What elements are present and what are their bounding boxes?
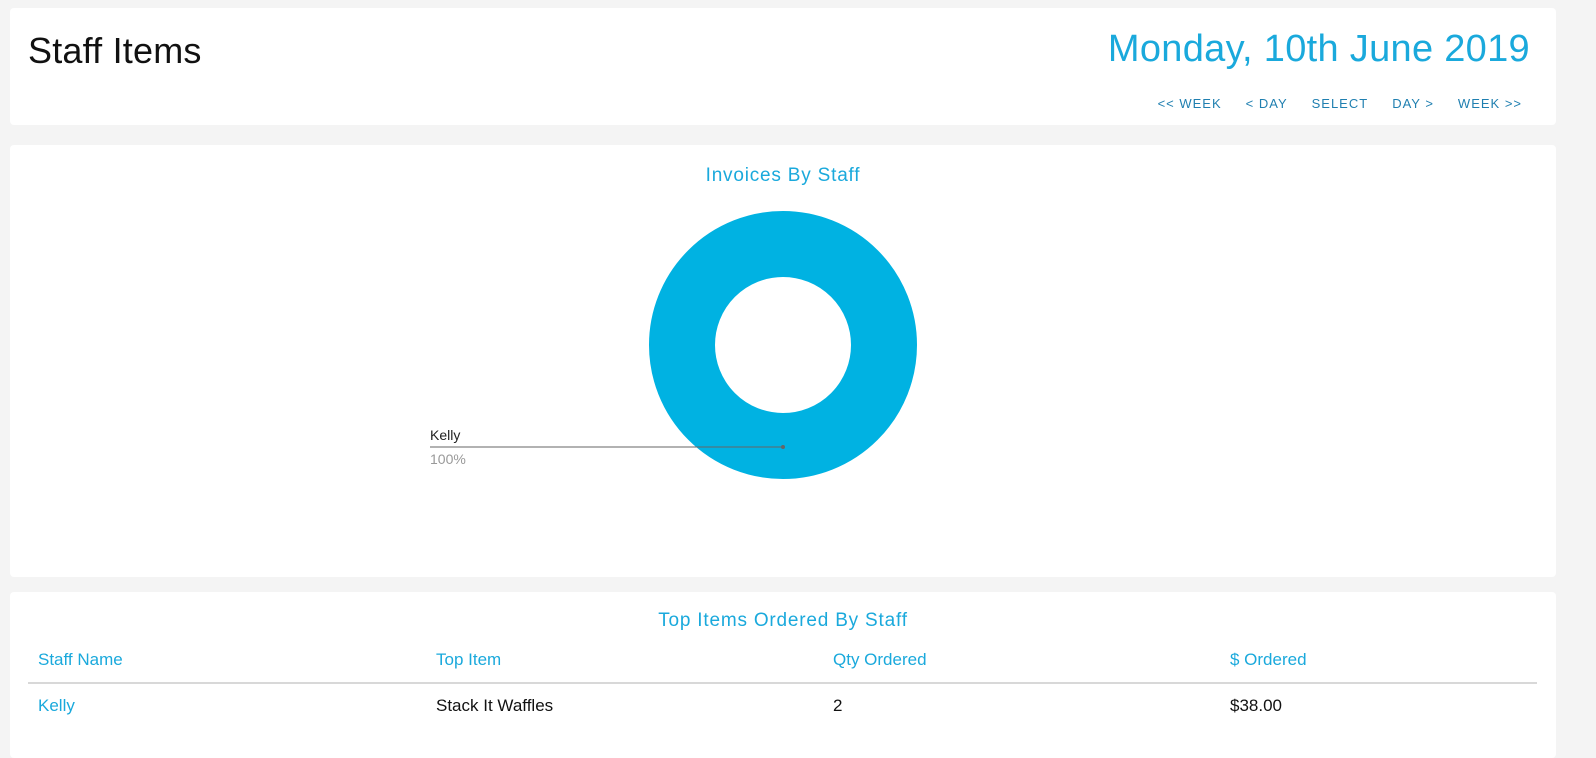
column-header-top-item[interactable]: Top Item <box>426 642 823 684</box>
header-card: Staff Items Monday, 10th June 2019 << WE… <box>10 8 1556 125</box>
table-card: Top Items Ordered By Staff Staff Name To… <box>10 592 1556 758</box>
column-header-staff-name[interactable]: Staff Name <box>28 642 426 684</box>
table-title: Top Items Ordered By Staff <box>658 610 908 631</box>
invoices-donut-chart: Kelly 100% <box>430 211 917 479</box>
table-row: Kelly Stack It Waffles 2 $38.00 <box>28 683 1537 728</box>
next-day-button[interactable]: DAY > <box>1392 96 1434 111</box>
table-header-row: Staff Name Top Item Qty Ordered $ Ordere… <box>28 642 1537 684</box>
chart-title: Invoices By Staff <box>705 165 861 186</box>
qty-ordered-cell: 2 <box>833 696 843 715</box>
select-date-button[interactable]: SELECT <box>1311 96 1369 111</box>
column-header-amount-ordered[interactable]: $ Ordered <box>1220 642 1537 684</box>
prev-week-button[interactable]: << WEEK <box>1157 96 1222 111</box>
column-header-qty-ordered[interactable]: Qty Ordered <box>823 642 1220 684</box>
staff-name-link[interactable]: Kelly <box>38 696 75 715</box>
staff-items-table: Staff Name Top Item Qty Ordered $ Ordere… <box>28 642 1537 728</box>
slice-percent-label: 100% <box>430 451 466 467</box>
chart-card: Invoices By Staff Kelly 100% <box>10 145 1556 577</box>
date-navigation: << WEEK < DAY SELECT DAY > WEEK >> <box>1158 96 1522 111</box>
prev-day-button[interactable]: < DAY <box>1245 96 1288 111</box>
page-title: Staff Items <box>28 30 202 71</box>
current-date: Monday, 10th June 2019 <box>1107 28 1530 70</box>
donut-slice-kelly[interactable] <box>649 211 917 479</box>
slice-label: Kelly <box>430 427 460 443</box>
amount-ordered-cell: $38.00 <box>1230 696 1282 715</box>
top-item-cell: Stack It Waffles <box>436 696 554 715</box>
slice-leader-dot <box>781 445 785 449</box>
next-week-button[interactable]: WEEK >> <box>1457 96 1522 111</box>
